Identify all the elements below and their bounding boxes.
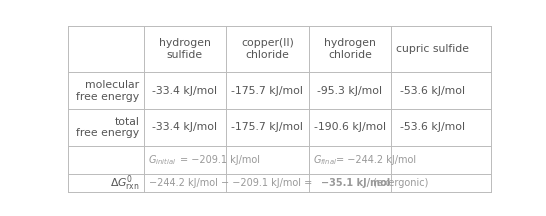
Text: $G_{\mathregular{final}}$: $G_{\mathregular{final}}$ xyxy=(313,153,337,167)
Text: copper(II)
chloride: copper(II) chloride xyxy=(241,38,294,60)
Text: = −209.1 kJ/mol: = −209.1 kJ/mol xyxy=(180,155,259,165)
Text: −35.1 kJ/mol: −35.1 kJ/mol xyxy=(321,178,390,188)
Text: -33.4 kJ/mol: -33.4 kJ/mol xyxy=(152,122,217,132)
Text: $\Delta G^0_{\mathregular{rxn}}$: $\Delta G^0_{\mathregular{rxn}}$ xyxy=(110,173,139,193)
Text: cupric sulfide: cupric sulfide xyxy=(396,44,470,54)
Text: -190.6 kJ/mol: -190.6 kJ/mol xyxy=(314,122,386,132)
Text: hydrogen
sulfide: hydrogen sulfide xyxy=(159,38,211,60)
Text: -53.6 kJ/mol: -53.6 kJ/mol xyxy=(400,86,465,96)
Text: molecular
free energy: molecular free energy xyxy=(76,80,139,102)
Text: total
free energy: total free energy xyxy=(76,117,139,138)
Text: hydrogen
chloride: hydrogen chloride xyxy=(324,38,376,60)
Text: -175.7 kJ/mol: -175.7 kJ/mol xyxy=(232,122,303,132)
Text: -95.3 kJ/mol: -95.3 kJ/mol xyxy=(317,86,382,96)
Text: (exergonic): (exergonic) xyxy=(370,178,428,188)
Text: = −244.2 kJ/mol: = −244.2 kJ/mol xyxy=(336,155,416,165)
Text: -175.7 kJ/mol: -175.7 kJ/mol xyxy=(232,86,303,96)
Text: −244.2 kJ/mol − −209.1 kJ/mol =: −244.2 kJ/mol − −209.1 kJ/mol = xyxy=(149,178,315,188)
Text: -33.4 kJ/mol: -33.4 kJ/mol xyxy=(152,86,217,96)
Text: $G_{\mathregular{initial}}$: $G_{\mathregular{initial}}$ xyxy=(148,153,176,167)
Text: -53.6 kJ/mol: -53.6 kJ/mol xyxy=(400,122,465,132)
